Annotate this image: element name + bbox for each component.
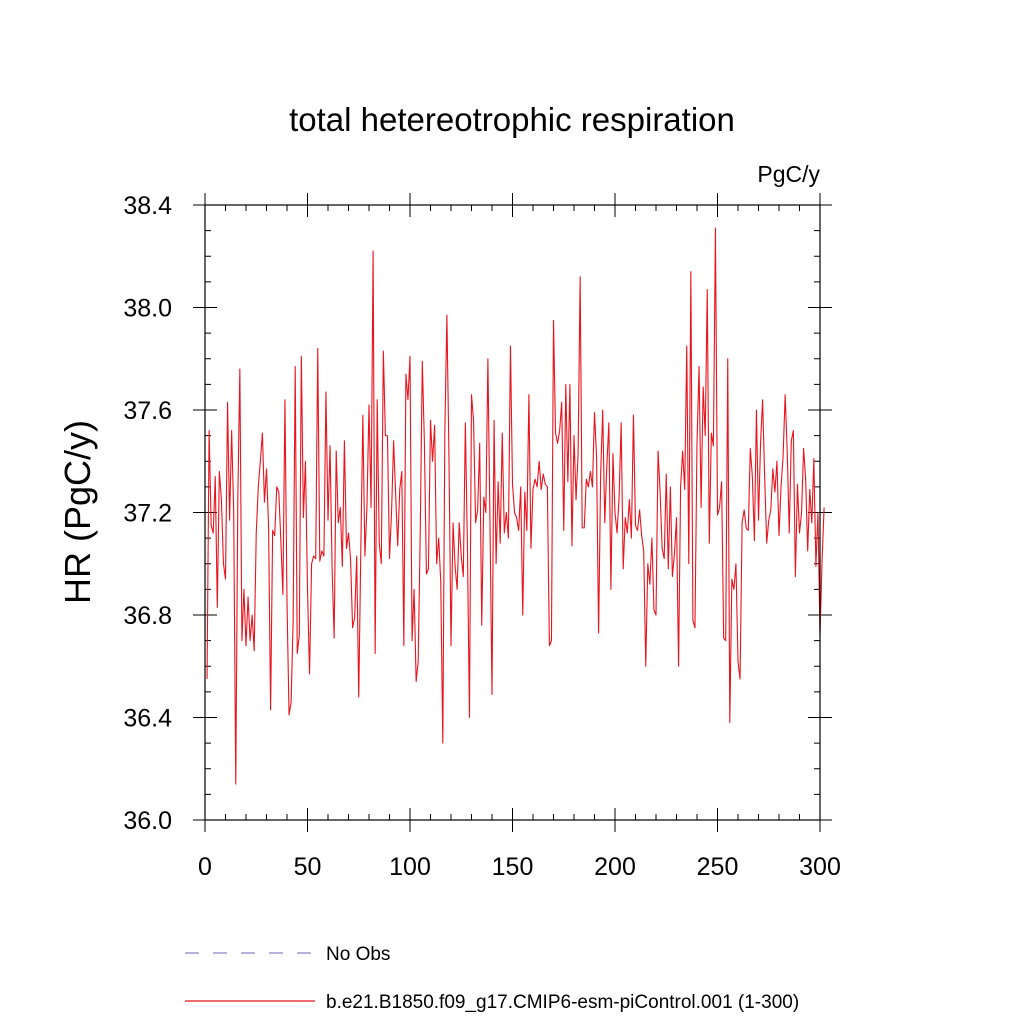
y-tick-label: 36.8 [123, 602, 172, 630]
y-tick-label: 37.6 [123, 397, 172, 425]
x-tick-label: 100 [389, 853, 431, 881]
y-tick-label: 36.0 [123, 807, 172, 835]
x-tick-label: 0 [198, 853, 212, 881]
legend: No Obs b.e21.B1850.f09_g17.CMIP6-esm-piC… [185, 944, 799, 1013]
chart-title: total hetereotrophic respiration [289, 101, 735, 138]
series-layer [206, 227, 825, 785]
x-tick-label: 200 [594, 853, 636, 881]
y-tick-label: 38.0 [123, 295, 172, 323]
x-tick-label: 250 [697, 853, 739, 881]
units-label: PgC/y [757, 161, 820, 187]
y-tick-label: 36.4 [123, 705, 172, 733]
y-axis-label: HR (PgC/y) [57, 420, 98, 604]
series-line-0 [206, 227, 825, 785]
axis-ticks [193, 193, 832, 832]
x-tick-label: 150 [492, 853, 534, 881]
legend-label-no-obs: No Obs [326, 944, 390, 965]
y-tick-label: 38.4 [123, 192, 172, 220]
axis-tick-labels: 0 50 100 150 200 250 300 36.0 36.4 36.8 37.2 37.6 38… [123, 192, 841, 881]
legend-label-control-run: b.e21.B1850.f09_g17.CMIP6-esm-piControl.… [326, 992, 799, 1013]
x-tick-label: 50 [294, 853, 322, 881]
plot-frame [204, 204, 821, 821]
y-tick-label: 37.2 [123, 500, 172, 528]
x-tick-label: 300 [799, 853, 841, 881]
